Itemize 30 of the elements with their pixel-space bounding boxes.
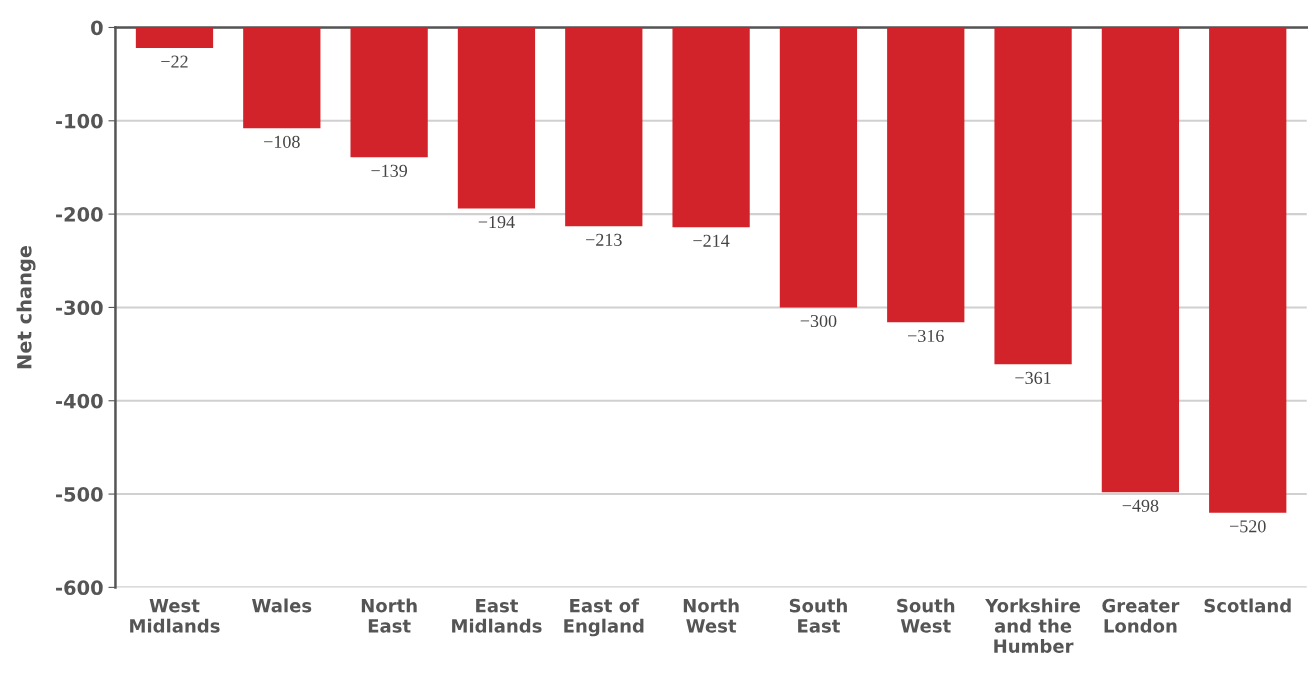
x-tick-label: West Midlands (130, 599, 220, 633)
y-tick-label: -500 (56, 487, 103, 502)
x-tick-label: East of England (564, 598, 644, 637)
x-tick-label: South West (897, 598, 955, 633)
data-label: −194 (478, 216, 515, 229)
data-label: −520 (1229, 520, 1266, 533)
x-tick-label: Scotland (1204, 598, 1291, 613)
x-tick-label: Greater London (1102, 598, 1180, 633)
x-tick-label: North East (361, 598, 417, 633)
y-tick-label: -100 (56, 113, 103, 129)
y-tick-label: -300 (56, 300, 103, 316)
data-label: −108 (264, 135, 300, 148)
x-tick-label: Wales (252, 598, 312, 613)
x-tick-label: Yorkshire and the Humber (985, 598, 1081, 653)
data-label: −498 (1122, 499, 1159, 512)
data-label: −214 (693, 234, 730, 247)
x-tick-label: North West (683, 598, 739, 633)
y-tick-label: -400 (56, 393, 103, 409)
data-label: −361 (1015, 371, 1051, 385)
y-tick-label: 0 (91, 20, 103, 36)
x-tick-label: South East (789, 598, 847, 633)
y-tick-label: -600 (56, 580, 103, 596)
data-label: −300 (800, 314, 837, 328)
x-tick-label: East Midlands (452, 599, 542, 633)
data-label: −316 (908, 329, 944, 343)
data-label: −213 (586, 233, 622, 246)
data-label: −139 (371, 164, 408, 177)
y-axis-title: Net change (16, 245, 36, 369)
y-tick-label: -200 (56, 207, 103, 222)
data-label: −22 (161, 55, 188, 68)
